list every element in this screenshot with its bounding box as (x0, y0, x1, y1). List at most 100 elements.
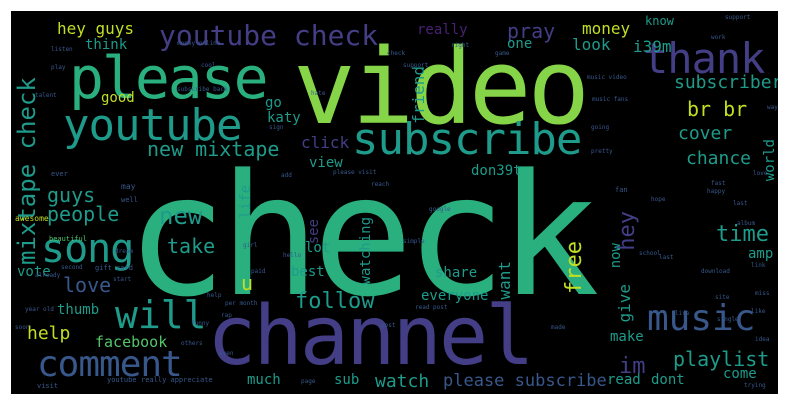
word-trying: trying (744, 382, 766, 389)
word-good: good (101, 90, 135, 106)
word-want: want (495, 261, 514, 300)
word-music-fans: music fans (592, 96, 629, 103)
word-per-month: per month (225, 300, 258, 307)
word-lot: lot (305, 240, 331, 256)
word-will: will (115, 293, 207, 337)
word-happy: happy (707, 188, 726, 195)
word-work: work (711, 34, 726, 41)
word-last-2: last (659, 254, 674, 261)
word-gift-card: gift card (95, 264, 133, 272)
word-everyone: everyone (421, 288, 489, 304)
word-video: video (293, 26, 590, 148)
word-post: post (381, 322, 396, 329)
word-pray: pray (507, 19, 556, 43)
word-add: add (281, 172, 292, 179)
word-cover: cover (678, 123, 733, 144)
word-girl: girl (243, 242, 258, 249)
word-idea: idea (755, 336, 770, 343)
word-subscribe-back: subscribe back (177, 86, 228, 93)
word-way: way (767, 104, 778, 111)
word-friend: friend (409, 66, 428, 124)
word-go: go (265, 95, 282, 111)
word-support: support (403, 62, 429, 69)
word-please-subscribe: please subscribe (443, 371, 607, 391)
word-guys: guys (47, 183, 96, 207)
word-come: come (723, 366, 757, 382)
word-love: love (63, 273, 112, 297)
word-music-video: music video (587, 74, 627, 81)
word-playlist: playlist (673, 347, 770, 371)
word-read-post: read post (415, 304, 448, 311)
word-money: money (582, 19, 631, 38)
word-others: others (181, 340, 203, 347)
word-know: know (645, 14, 674, 28)
word-comment: comment (37, 344, 183, 385)
word-read: read (607, 372, 641, 388)
word-hey-guys: hey guys (57, 19, 135, 38)
word-watching: watching (358, 217, 374, 285)
word-may: may (121, 182, 136, 191)
word-help: help (27, 323, 71, 344)
word-youtube-check: youtube check (159, 19, 379, 52)
word-funny: funny (191, 320, 210, 327)
word-facebook: facebook (95, 333, 168, 351)
word-second: second (61, 264, 83, 271)
word-please: please (69, 44, 269, 112)
word-cloud: check video channel please subscribe you… (11, 11, 778, 394)
word-made: made (551, 324, 566, 331)
word-already: already (35, 272, 61, 279)
word-view: view (309, 155, 343, 171)
word-school: school (639, 250, 661, 257)
word-much: much (247, 372, 281, 388)
word-give: give (615, 284, 634, 323)
word-hope: hope (651, 196, 666, 203)
word-chance: chance (686, 148, 752, 169)
word-new: new (159, 202, 203, 230)
word-really: really (417, 22, 468, 38)
word-check-small: check (387, 50, 406, 57)
word-last: last (733, 200, 748, 207)
word-going: going (591, 124, 610, 131)
word-think: think (85, 37, 128, 53)
word-u: u (241, 271, 254, 295)
word-click: click (301, 133, 350, 152)
word-talent: talent (35, 92, 57, 99)
word-well: well (121, 196, 138, 204)
word-awesome: awesome (15, 214, 49, 223)
word-rap: rap (221, 312, 232, 319)
word-right: right (451, 42, 470, 49)
word-time: time (716, 222, 769, 247)
word-dream: dream (115, 248, 134, 255)
word-fast: fast (711, 180, 726, 187)
word-start: start (113, 276, 132, 283)
word-site: site (715, 294, 730, 301)
word-thumb: thumb (57, 302, 100, 318)
word-album: album (737, 220, 756, 227)
word-best: best (291, 264, 325, 280)
word-really-appreciate: really appreciate (141, 376, 213, 384)
word-free: free (562, 241, 587, 294)
word-amp: amp (748, 246, 774, 262)
word-sign: sign (269, 124, 284, 131)
word-check: check (126, 138, 600, 334)
word-take: take (167, 234, 216, 258)
word-subscribe: subscribe (352, 114, 582, 165)
word-support-2: support (725, 14, 751, 21)
word-play: play (51, 64, 66, 71)
word-hello: hello (283, 252, 302, 259)
word-br-br: br br (687, 97, 748, 121)
word-dont: dont (651, 372, 685, 388)
word-katy: katy (267, 110, 301, 126)
word-ever: ever (51, 170, 68, 178)
word-channel: channel (207, 289, 535, 384)
word-help-small: help (207, 292, 222, 299)
word-don39t: don39t (471, 163, 522, 179)
word-im: im (619, 354, 646, 379)
word-youtube-small: youtube (107, 376, 137, 384)
word-new-mixtape: new mixtape (147, 137, 280, 161)
word-page: page (301, 378, 316, 385)
word-cool: cool (201, 62, 216, 69)
word-now: now (608, 243, 624, 269)
word-look: look (572, 35, 611, 54)
word-i39m: i39m (633, 37, 672, 56)
